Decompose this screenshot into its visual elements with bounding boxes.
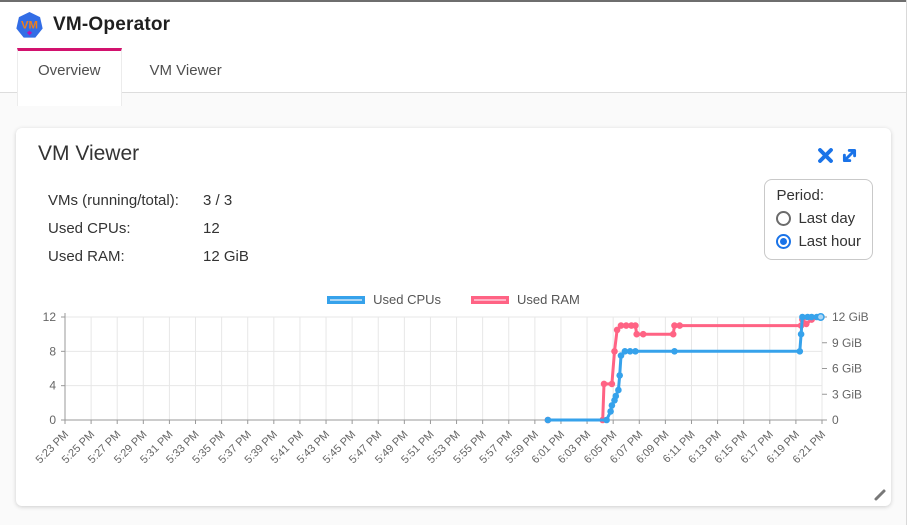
period-label: Period: xyxy=(776,187,824,204)
svg-text:VM: VM xyxy=(21,19,38,31)
radio-last-day-circle-icon xyxy=(776,211,792,226)
tab-overview-label: Overview xyxy=(38,62,101,79)
stat-used-cpus: Used CPUs: 12 xyxy=(48,214,249,242)
stat-used-cpus-label: Used CPUs: xyxy=(48,219,131,237)
vm-stats: VMs (running/total): 3 / 3 Used CPUs: 12… xyxy=(48,186,249,270)
app-title: VM-Operator xyxy=(53,14,171,35)
svg-text:6 GiB: 6 GiB xyxy=(832,362,862,376)
panel-actions xyxy=(817,147,858,164)
stat-used-cpus-value: 12 xyxy=(203,219,220,237)
svg-text:4: 4 xyxy=(49,379,56,393)
app-header: VM VM-Operator xyxy=(0,2,906,48)
legend-label-used-cpus: Used CPUs xyxy=(373,292,442,307)
used-ram-swatch-icon xyxy=(471,295,510,304)
page-content: VM Viewer VMs (running/total): 3 / 3 xyxy=(0,93,906,525)
expand-icon[interactable] xyxy=(841,147,858,164)
usage-chart[interactable]: 5:23 PM5:25 PM5:27 PM5:29 PM5:31 PM5:33 … xyxy=(16,300,891,500)
svg-text:0: 0 xyxy=(49,413,56,427)
legend-item-used-ram[interactable]: Used RAM xyxy=(471,292,580,307)
period-selector: Period: Last day Last hour xyxy=(764,179,873,260)
legend-label-used-ram: Used RAM xyxy=(517,292,580,307)
chart-legend: Used CPUs Used RAM xyxy=(16,292,891,307)
tab-vm-viewer-label: VM Viewer xyxy=(149,62,222,79)
radio-last-hour[interactable]: Last hour xyxy=(776,233,861,250)
stat-used-ram-label: Used RAM: xyxy=(48,247,125,265)
used-cpus-swatch-icon xyxy=(327,295,366,304)
stat-vms-value: 3 / 3 xyxy=(203,191,233,209)
svg-text:12: 12 xyxy=(43,310,57,324)
stat-vms: VMs (running/total): 3 / 3 xyxy=(48,186,249,214)
stat-used-ram-value: 12 GiB xyxy=(203,247,249,265)
app-logo-icon: VM xyxy=(15,11,44,40)
radio-last-hour-label: Last hour xyxy=(798,233,861,250)
vm-viewer-panel: VM Viewer VMs (running/total): 3 / 3 xyxy=(16,128,891,506)
svg-text:9 GiB: 9 GiB xyxy=(832,336,862,350)
legend-item-used-cpus[interactable]: Used CPUs xyxy=(327,292,441,307)
resize-handle-icon[interactable] xyxy=(873,488,887,502)
svg-text:0: 0 xyxy=(832,413,839,427)
window-top-border xyxy=(0,0,906,2)
stat-vms-label: VMs (running/total): xyxy=(48,191,179,209)
svg-text:3 GiB: 3 GiB xyxy=(832,387,862,401)
tab-vm-viewer[interactable]: VM Viewer xyxy=(130,48,242,92)
close-icon[interactable] xyxy=(817,147,834,164)
panel-title: VM Viewer xyxy=(38,142,140,165)
svg-text:12 GiB: 12 GiB xyxy=(832,310,869,324)
radio-last-day-label: Last day xyxy=(798,210,856,227)
radio-last-day[interactable]: Last day xyxy=(776,210,861,227)
stat-used-ram: Used RAM: 12 GiB xyxy=(48,242,249,270)
tab-overview[interactable]: Overview xyxy=(17,48,122,106)
tab-bar: Overview VM Viewer xyxy=(0,48,906,106)
svg-text:8: 8 xyxy=(49,344,56,358)
radio-last-hour-circle-icon xyxy=(776,234,792,249)
